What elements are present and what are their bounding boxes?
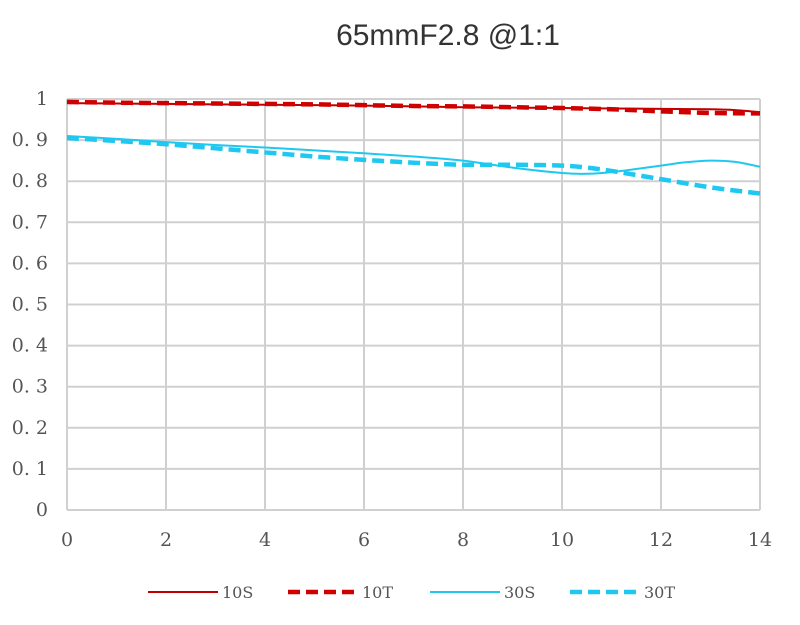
x-tick-label: 8 [457,529,469,551]
x-tick-label: 12 [649,529,673,551]
y-tick-label: 0. 1 [12,458,48,480]
y-tick-label: 0. 5 [12,294,48,316]
legend: 10S 10T 30S 30T [148,583,675,602]
chart-title: 65mmF2.8 @1:1 [336,19,560,52]
y-tick-label: 0. 8 [12,170,48,192]
series-line-30T [66,135,761,196]
grid [66,98,761,511]
y-tick-label: 0. 3 [12,376,48,398]
legend-label-10S: 10S [222,583,253,602]
legend-label-30T: 30T [644,583,675,602]
y-tick-label: 0. 9 [12,129,48,151]
series-line-30S [66,134,761,175]
x-tick-label: 0 [61,529,73,551]
y-tick-label: 0. 7 [12,211,48,233]
y-tick-label: 0. 6 [12,252,48,274]
series-layer [66,99,761,196]
x-tick-label: 10 [550,529,574,551]
legend-label-30S: 30S [504,583,535,602]
x-tick-label: 2 [160,529,172,551]
series-line-10T [66,99,761,116]
x-tick-label: 4 [259,529,271,551]
x-tick-label: 6 [358,529,370,551]
y-tick-label: 1 [36,88,48,110]
legend-label-10T: 10T [362,583,393,602]
y-tick-label: 0. 4 [12,335,48,357]
tick-labels: 00. 10. 20. 30. 40. 50. 60. 70. 80. 910 2… [12,88,772,551]
y-tick-label: 0. 2 [12,417,48,439]
y-tick-label: 0 [36,499,48,521]
x-tick-label: 14 [748,529,772,551]
